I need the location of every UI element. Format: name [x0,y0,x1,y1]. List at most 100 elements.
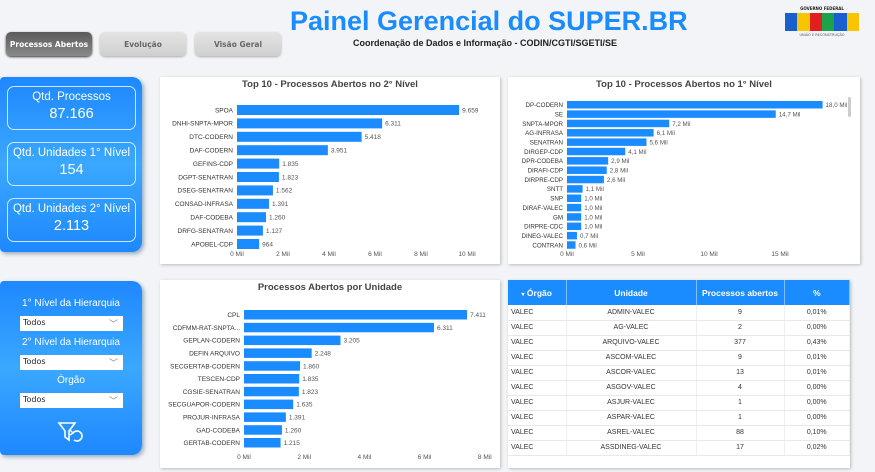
bar[interactable] [237,212,266,223]
bar[interactable] [567,213,582,221]
table-cell: 4 [696,380,785,396]
data-label: 1,0 Mil [584,224,602,231]
data-label: 7,2 Mil [672,121,690,128]
category-label: DNHI-SNPTA-MPOR [172,121,233,128]
bar[interactable] [567,129,654,137]
bar[interactable] [244,348,312,358]
table-cell: ASCOR-VALEC [566,365,697,381]
bar[interactable] [237,158,280,169]
column-header-percent[interactable]: % [784,280,850,305]
table-cell: VALEC [508,425,567,441]
table-cell: 13 [696,365,785,381]
category-label: SECGERTAB-CODERN [170,363,240,370]
table-cell: VALEC [508,305,567,321]
table-row[interactable]: VALEC ASPAR-VALEC 1 0,00% [508,410,850,426]
tab-processos-abertos[interactable]: Processos Abertos [6,32,92,56]
data-label: 1.260 [269,215,286,222]
tab-visao-geral[interactable]: Visão Geral [195,32,281,56]
filter-nivel1-dropdown[interactable]: Todos ﹀ [20,316,123,331]
table-row[interactable]: VALEC ARQUIVO-VALEC 377 0,43% [508,335,850,351]
table-cell: ASREL-VALEC [566,425,697,441]
table-row[interactable]: VALEC ASCOR-VALEC 13 0,01% [508,365,850,381]
bar[interactable] [567,157,609,165]
bar[interactable] [567,194,582,203]
bar[interactable] [567,166,607,174]
bar[interactable] [237,131,362,142]
category-label: DIRPRE-CDP [524,177,563,184]
table-row[interactable]: VALEC ADMIN-VALEC 9 0,01% [508,305,850,321]
filter-nivel2-dropdown[interactable]: Todos ﹀ [20,355,123,370]
bar[interactable] [567,203,582,212]
bar[interactable] [237,118,383,129]
table-cell: VALEC [508,440,567,456]
kpi-card-unidades-1: Qtd. Unidades 1° Nível 154 [7,142,136,186]
bar[interactable] [244,399,294,410]
data-label: 1,1 Mil [586,186,604,193]
bar[interactable] [567,231,577,240]
bar[interactable] [244,322,434,333]
table-row[interactable]: VALEC ASJUR-VALEC 1 0,00% [508,395,850,411]
column-header-orgao[interactable]: ▾ Órgão [508,280,567,305]
category-label: SECGUAPOR-CODERN [168,402,240,409]
category-label: CGSIE-SENATRAN [183,389,241,396]
processos-table: ▾ Órgão Unidade Processos abertos % VALE… [508,280,850,456]
axis-tick-label: 10 Mil [458,251,476,258]
column-header-processos[interactable]: Processos abertos [696,280,785,305]
bar[interactable] [237,145,328,156]
category-label: DRFG-SENATRAN [178,228,234,235]
bar[interactable] [244,425,282,435]
bar[interactable] [567,147,626,156]
bar[interactable] [244,412,286,422]
data-label: 14,7 Mil [779,111,801,118]
bar[interactable] [567,222,582,231]
chevron-down-icon: ﹀ [108,359,118,369]
category-label: PROJUR-INFRASA [183,414,241,421]
category-label: DAF-CODERN [190,148,234,155]
axis-tick-label: 8 Mil [414,251,428,258]
bar[interactable] [567,241,576,249]
category-label: DTC-CODERN [189,134,233,141]
reset-filters-icon[interactable] [56,420,86,444]
bar[interactable] [567,175,604,184]
bar[interactable] [237,105,460,115]
bar[interactable] [237,198,269,209]
bar[interactable] [244,310,468,320]
table-cell: VALEC [508,395,567,411]
table-cell: 0,00% [784,380,850,396]
bar[interactable] [567,119,670,128]
bar[interactable] [567,185,583,193]
table-cell: ADMIN-VALEC [566,305,697,321]
bar[interactable] [237,172,279,182]
bar[interactable] [244,361,300,371]
category-label: SENATRAN [530,139,563,146]
bar[interactable] [237,225,263,236]
table-row[interactable]: VALEC ASGOV-VALEC 4 0,00% [508,380,850,396]
axis-tick-label: 0 Mil [560,251,574,258]
filter-orgao-dropdown[interactable]: Todos ﹀ [20,393,123,408]
tab-evolucao[interactable]: Evolução [100,32,186,56]
bar[interactable] [567,138,647,146]
table-row[interactable]: VALEC AG-VALEC 2 0,00% [508,320,850,336]
bar[interactable] [567,110,776,118]
bar[interactable] [237,239,260,249]
chart-card-unidade: Processos Abertos por Unidade CPL 7.411 CD… [160,280,500,468]
bar[interactable] [244,386,299,397]
table-row[interactable]: VALEC ASREL-VALEC 88 0,10% [508,425,850,441]
data-label: 3.951 [331,148,348,155]
data-label: 1.823 [302,389,319,396]
table-cell: ASPAR-VALEC [566,410,697,426]
bar[interactable] [244,335,341,346]
table-cell: VALEC [508,365,567,381]
bar[interactable] [244,374,300,384]
bar[interactable] [237,185,273,196]
kpi-value: 154 [59,162,84,178]
scrollbar[interactable] [848,97,851,117]
kpi-card-unidades-2: Qtd. Unidades 2° Nível 2.113 [7,198,136,242]
table-row[interactable]: VALEC ASCOM-VALEC 9 0,01% [508,350,850,366]
bar[interactable] [567,101,823,109]
table-row[interactable]: VALEC ASSDINEG-VALEC 17 0,02% [508,440,850,456]
column-header-unidade[interactable]: Unidade [566,280,697,305]
table-cell: 0,01% [784,365,850,381]
data-label: 7.411 [470,312,486,319]
bar[interactable] [244,438,281,448]
